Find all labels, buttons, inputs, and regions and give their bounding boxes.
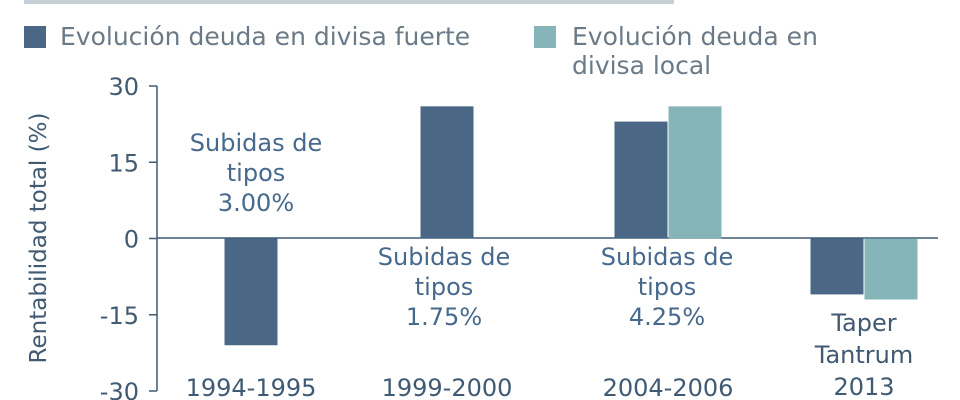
- bar-hard-currency-4: [810, 238, 864, 295]
- category-label-4: Taper Tantrum 2013: [814, 309, 913, 400]
- annotation-line: Subidas de: [601, 243, 733, 271]
- annotation-2: Subidas de tipos 1.75%: [378, 243, 510, 331]
- category-label-3: 2004-2006: [603, 374, 734, 400]
- category-label-line: Tantrum: [814, 341, 913, 369]
- annotation-line: 4.25%: [629, 303, 705, 331]
- annotation-line: tipos: [227, 159, 286, 187]
- bar-local-currency-4: [864, 238, 918, 300]
- category-label-line: Taper: [830, 309, 896, 337]
- legend-label-hard-currency: Evolución deuda en divisa fuerte: [60, 22, 470, 51]
- category-label-line: 2013: [833, 373, 894, 400]
- annotation-line: tipos: [638, 273, 697, 301]
- y-tick-label: -15: [100, 302, 139, 330]
- annotation-3: Subidas de tipos 4.25%: [601, 243, 733, 331]
- annotation-line: tipos: [415, 273, 474, 301]
- category-label-1: 1994-1995: [186, 374, 317, 400]
- category-label-line: 2004-2006: [603, 374, 734, 400]
- title-cutoff-line: [24, 0, 674, 4]
- bar-local-currency-3: [668, 106, 722, 239]
- legend-swatch-local-currency: [534, 26, 556, 48]
- annotation-1: Subidas de tipos 3.00%: [190, 129, 322, 217]
- legend-label-local-currency: Evolución deuda en divisa local: [572, 22, 826, 80]
- legend-swatch-hard-currency: [24, 26, 46, 48]
- bars: [224, 106, 918, 346]
- bar-hard-currency-2: [420, 106, 474, 239]
- category-labels: 1994-1995 1999-2000 2004-2006 Taper Tantrum 2…: [186, 309, 914, 400]
- y-tick-label: 0: [124, 226, 139, 254]
- category-label-line: 1999-2000: [382, 374, 513, 400]
- legend: Evolución deuda en divisa fuerte Evoluci…: [24, 22, 826, 80]
- y-axis-title: Rentabilidad total (%): [26, 113, 52, 364]
- bar-hard-currency-1: [224, 238, 278, 346]
- category-label-line: 1994-1995: [186, 374, 317, 400]
- annotation-line: Subidas de: [190, 129, 322, 157]
- bar-hard-currency-3: [614, 121, 668, 239]
- y-tick-label: 15: [108, 149, 139, 177]
- annotation-line: 3.00%: [218, 189, 294, 217]
- legend-label-local-line-2: divisa local: [572, 51, 711, 80]
- annotation-line: 1.75%: [406, 303, 482, 331]
- category-label-2: 1999-2000: [382, 374, 513, 400]
- y-tick-label: -30: [100, 378, 139, 400]
- y-ticks: 30 15 0 -15 -30: [100, 73, 157, 400]
- annotations: Subidas de tipos 3.00%Subidas de tipos 1.75%…: [190, 129, 733, 331]
- legend-label-local-line-1: Evolución deuda en: [572, 22, 818, 51]
- annotation-line: Subidas de: [378, 243, 510, 271]
- y-tick-label: 30: [108, 73, 139, 101]
